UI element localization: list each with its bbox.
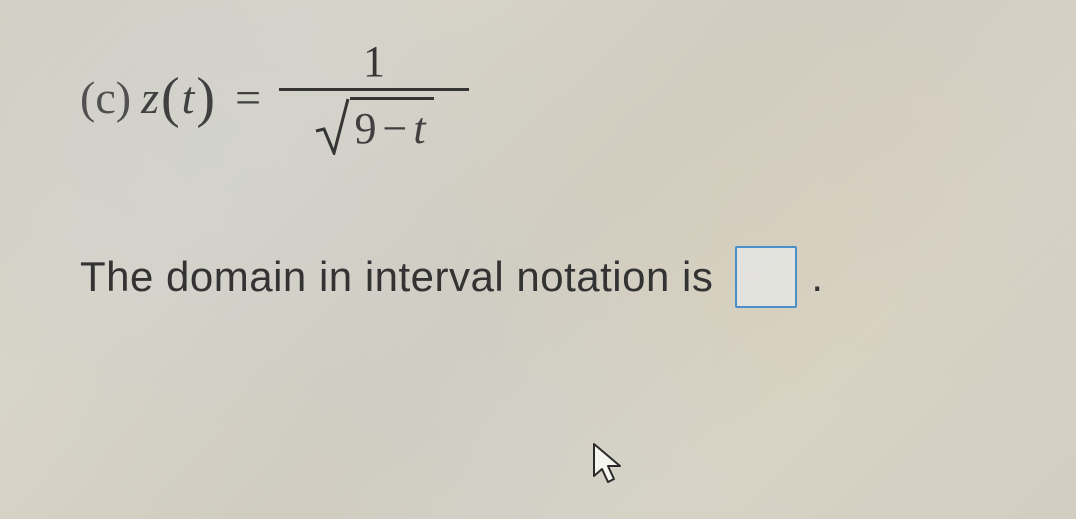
formula: (c) z ( t ) = 1 9−t: [80, 40, 996, 156]
prompt-text: The domain in interval notation is: [80, 253, 713, 301]
denominator: 9−t: [314, 91, 433, 156]
answer-input[interactable]: [735, 246, 797, 308]
pointer-cursor-icon: [590, 440, 630, 488]
numerator: 1: [363, 40, 385, 88]
part-label: (c): [80, 71, 131, 124]
prompt-period: .: [811, 253, 823, 301]
radicand-b: t: [413, 104, 425, 153]
radicand-op: −: [382, 104, 407, 153]
radicand-wrap: 9−t: [350, 97, 433, 156]
prompt-row: The domain in interval notation is .: [80, 246, 996, 308]
radical-icon: [314, 97, 350, 155]
question-panel: (c) z ( t ) = 1 9−t: [0, 0, 1076, 308]
function-name: z: [141, 71, 159, 124]
square-root: 9−t: [314, 97, 433, 156]
radicand-a: 9: [354, 104, 376, 153]
function-variable: t: [182, 71, 195, 124]
vinculum: [350, 97, 433, 100]
equals-sign: =: [235, 71, 261, 124]
radicand: 9−t: [350, 100, 433, 153]
close-paren: ): [196, 70, 215, 126]
open-paren: (: [161, 70, 180, 126]
fraction: 1 9−t: [279, 40, 469, 156]
